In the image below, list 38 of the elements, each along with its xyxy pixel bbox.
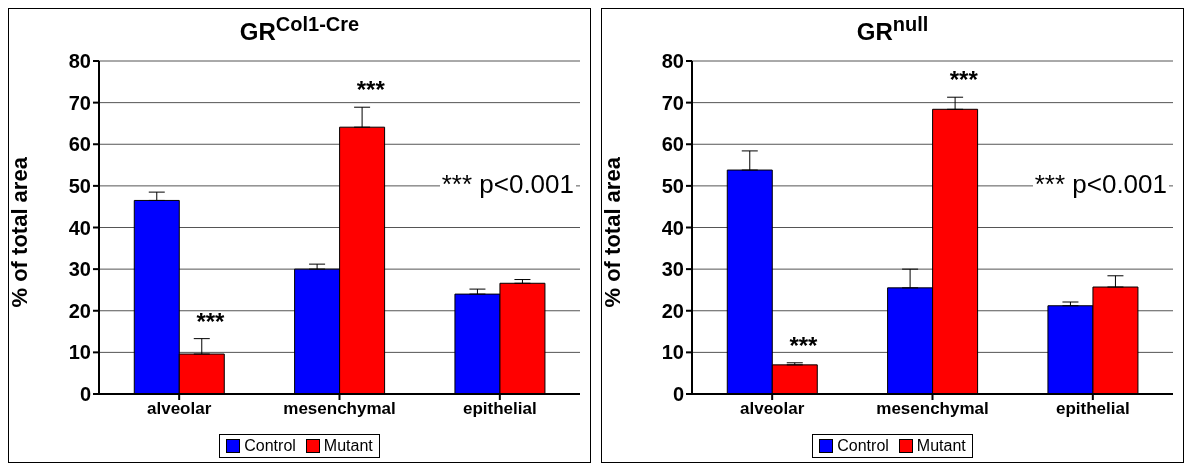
annotation: *** — [356, 76, 386, 104]
chart-title: GR$^{null}$ — [855, 13, 930, 46]
y-axis-title: % of total area — [599, 156, 625, 308]
legend-label: Mutant — [915, 437, 966, 455]
y-tick-label: 70 — [661, 91, 684, 114]
x-tick-label: mesenchymal — [876, 399, 989, 419]
y-tick-label: 60 — [661, 133, 684, 156]
annotation: *** p<0.001 — [439, 169, 576, 200]
y-tick-label: 30 — [68, 258, 91, 281]
legend-label: Control — [243, 437, 296, 455]
y-tick-label: 40 — [68, 216, 91, 239]
legend-label: Control — [836, 437, 889, 455]
y-tick-label: 10 — [661, 341, 684, 364]
y-tick-label: 80 — [661, 50, 684, 73]
x-tick-label: mesenchymal — [283, 399, 396, 419]
annotation: *** — [949, 66, 979, 94]
y-tick-label: 40 — [661, 216, 684, 239]
legend-label: Mutant — [322, 437, 373, 455]
y-tick-label: 0 — [672, 383, 684, 406]
y-tick-label: 70 — [68, 91, 91, 114]
y-tick-label: 30 — [661, 258, 684, 281]
x-tick-label: alveolar — [147, 399, 212, 419]
y-tick-label: 60 — [68, 133, 91, 156]
y-tick-label: 20 — [661, 299, 684, 322]
annotation: *** — [196, 307, 226, 335]
y-tick-label: 80 — [68, 50, 91, 73]
y-tick-label: 0 — [79, 383, 91, 406]
chart-title: GR$^{Col1-Cre}$ — [238, 13, 361, 46]
y-tick-label: 10 — [68, 341, 91, 364]
x-tick-label: epithelial — [462, 399, 537, 419]
y-tick-label: 20 — [68, 299, 91, 322]
annotation: *** — [789, 331, 819, 359]
x-tick-label: epithelial — [1055, 399, 1130, 419]
y-tick-label: 50 — [68, 174, 91, 197]
annotation: *** p<0.001 — [1032, 169, 1169, 200]
y-tick-label: 50 — [661, 174, 684, 197]
x-tick-label: alveolar — [740, 399, 805, 419]
y-axis-title: % of total area — [6, 156, 32, 308]
